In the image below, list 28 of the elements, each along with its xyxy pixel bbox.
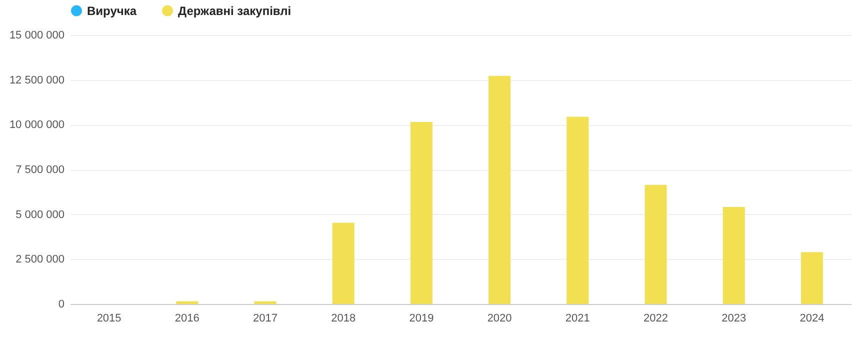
- bar: [176, 301, 198, 304]
- y-tick-label: 15 000 000: [9, 30, 64, 42]
- bar: [722, 206, 745, 304]
- x-tick-label: 2023: [722, 312, 746, 324]
- legend-label: Виручка: [87, 4, 137, 18]
- y-tick-label: 7 500 000: [16, 164, 64, 176]
- bar: [566, 116, 589, 304]
- y-tick-label: 2 500 000: [16, 254, 64, 266]
- y-tick-label: 10 000 000: [9, 119, 64, 132]
- x-tick-label: 2020: [487, 312, 512, 324]
- x-tick-label: 2017: [253, 312, 278, 324]
- x-tick-label: 2018: [331, 312, 356, 324]
- x-tick-label: 2022: [644, 312, 668, 324]
- legend-label: Державні закупівлі: [178, 4, 292, 18]
- bar: [644, 184, 667, 304]
- bar: [488, 76, 511, 304]
- x-tick-label: 2015: [96, 312, 122, 324]
- x-tick-label: 2024: [800, 312, 824, 324]
- y-tick-label: 5 000 000: [16, 208, 64, 221]
- x-tick-label: 2019: [409, 312, 434, 324]
- bar: [800, 252, 823, 304]
- y-tick-label: 12 500 000: [9, 74, 64, 86]
- x-tick-label: 2016: [174, 312, 200, 324]
- y-tick-label: 0: [58, 298, 64, 310]
- bar: [410, 122, 432, 304]
- bar: [254, 301, 276, 304]
- bar: [332, 222, 354, 304]
- x-tick-label: 2021: [565, 312, 590, 324]
